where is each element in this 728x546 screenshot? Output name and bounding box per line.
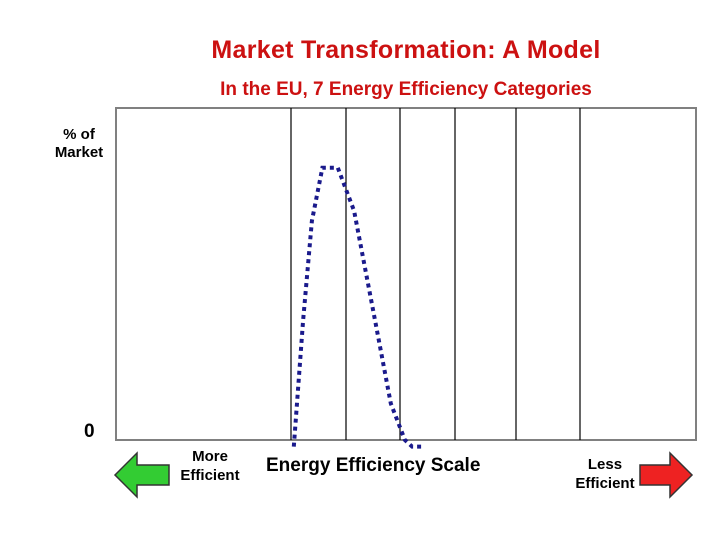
y-axis-label: % of Market xyxy=(54,126,104,161)
market-curve-line xyxy=(291,165,425,449)
chart-title: Market Transformation: A Model xyxy=(211,36,601,64)
more-efficient-arrow-icon xyxy=(113,451,170,499)
less-efficient-arrow-icon xyxy=(639,451,694,499)
less-efficient-label: Less Efficient xyxy=(575,456,635,492)
more-efficient-label: More Efficient xyxy=(180,448,240,484)
x-axis-label: Energy Efficiency Scale xyxy=(266,455,481,476)
chart-subtitle: In the EU, 7 Energy Efficiency Categorie… xyxy=(220,79,592,100)
plot-frame xyxy=(115,107,697,441)
y-tick-label-zero: 0 xyxy=(84,421,95,442)
